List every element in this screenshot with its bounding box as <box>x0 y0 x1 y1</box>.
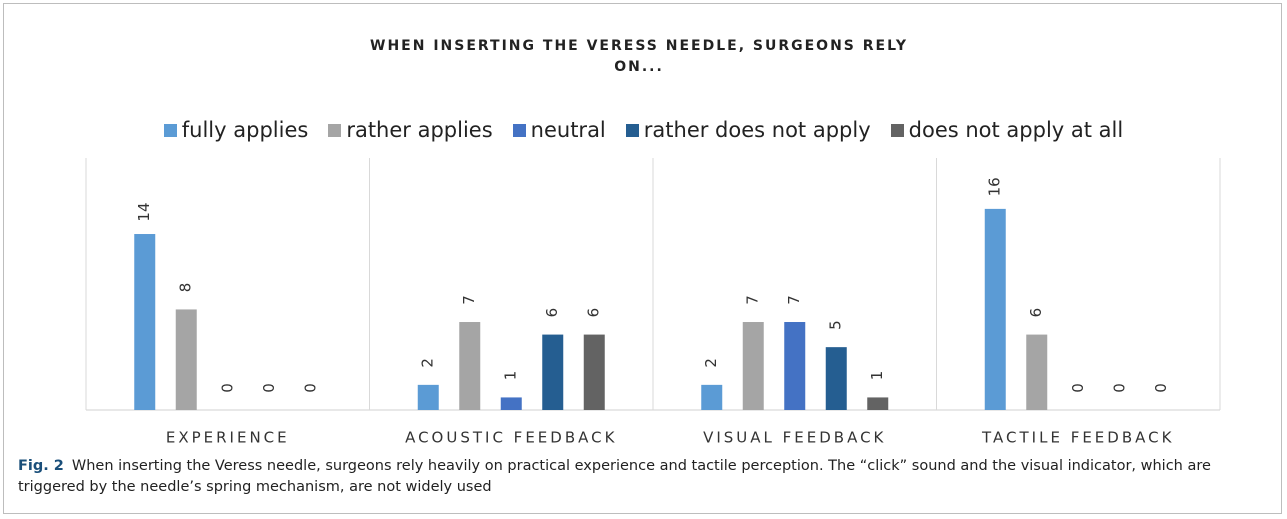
value-label: 0 <box>1110 383 1128 393</box>
value-label: 7 <box>785 295 803 305</box>
value-label: 7 <box>460 295 478 305</box>
legend-label: does not apply at all <box>908 118 1124 142</box>
value-label: 1 <box>868 371 886 381</box>
value-label: 6 <box>1027 308 1045 318</box>
value-label: 0 <box>301 383 319 393</box>
value-label: 7 <box>744 295 762 305</box>
legend-label: fully applies <box>181 118 309 142</box>
bar <box>742 322 764 410</box>
legend-item: fully applies <box>163 118 309 142</box>
value-label: 0 <box>1152 383 1170 393</box>
legend-item: rather applies <box>328 118 493 142</box>
legend-label: neutral <box>530 118 606 142</box>
bar <box>583 334 605 410</box>
bar <box>701 384 723 410</box>
legend-item: neutral <box>512 118 606 142</box>
legend-label: rather applies <box>346 118 493 142</box>
legend: fully applies rather applies neutral rather… <box>0 118 1287 142</box>
bar <box>1026 334 1048 410</box>
value-label: 2 <box>702 358 720 368</box>
caption: Fig. 2 When inserting the Veress needle, … <box>18 456 1268 498</box>
value-label: 5 <box>827 320 845 330</box>
value-label: 6 <box>585 308 603 318</box>
bar <box>500 397 522 410</box>
legend-swatch <box>328 123 342 137</box>
x-tick-label: VISUAL FEEDBACK <box>703 429 886 447</box>
value-label: 6 <box>543 308 561 318</box>
chart-title: WHEN INSERTING THE VERESS NEEDLE, SURGEO… <box>370 38 908 75</box>
bar <box>134 234 156 410</box>
bar <box>175 309 197 410</box>
bar <box>784 322 806 410</box>
legend-label: rather does not apply <box>643 118 871 142</box>
bar <box>542 334 564 410</box>
value-label: 0 <box>218 383 236 393</box>
x-tick-label: EXPERIENCE <box>166 429 290 447</box>
legend-item: does not apply at all <box>890 118 1124 142</box>
bar <box>825 347 847 410</box>
legend-swatch <box>890 123 904 137</box>
value-label: 2 <box>419 358 437 368</box>
value-label: 0 <box>260 383 278 393</box>
x-tick-label: TACTILE FEEDBACK <box>981 429 1174 447</box>
bar <box>417 384 439 410</box>
legend-swatch <box>512 123 526 137</box>
legend-swatch <box>625 123 639 137</box>
value-label: 16 <box>986 177 1004 196</box>
legend-swatch <box>163 123 177 137</box>
figure-frame <box>3 3 1282 514</box>
bar <box>459 322 481 410</box>
bar <box>867 397 889 410</box>
value-label: 14 <box>135 202 153 221</box>
x-tick-label: ACOUSTIC FEEDBACK <box>405 429 617 447</box>
value-label: 8 <box>177 283 195 293</box>
caption-text: When inserting the Veress needle, surgeo… <box>18 458 1211 495</box>
caption-label: Fig. 2 <box>18 458 64 474</box>
bar <box>984 208 1006 410</box>
legend-item: rather does not apply <box>625 118 871 142</box>
value-label: 1 <box>502 371 520 381</box>
value-label: 0 <box>1069 383 1087 393</box>
